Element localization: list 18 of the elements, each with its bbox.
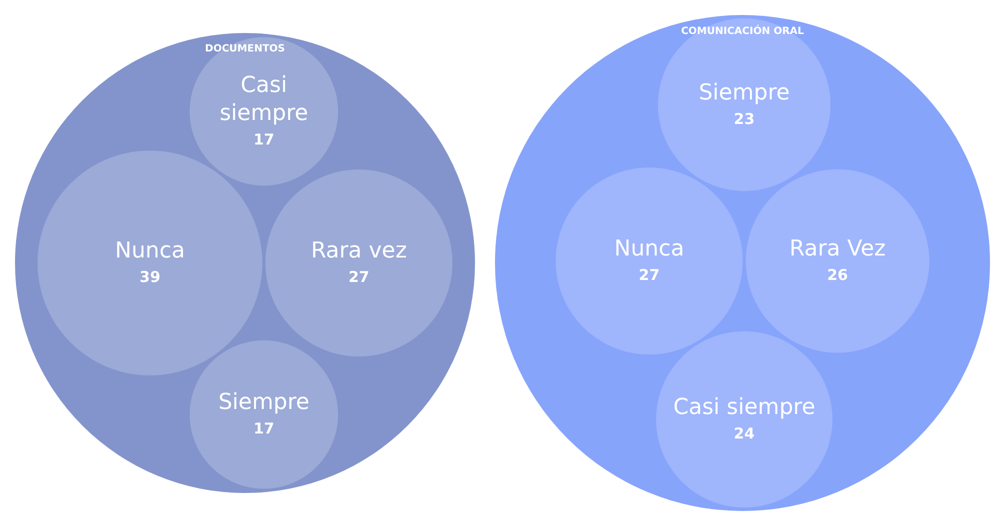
text: DOCUMENTOS	[205, 44, 285, 55]
data-label: 39	[140, 268, 160, 286]
data-label: 17	[253, 130, 274, 148]
category-label: Nunca	[115, 238, 185, 264]
data-label: 24	[734, 424, 755, 442]
data-label: 27	[348, 268, 370, 286]
category-label: Rara Vez	[789, 236, 886, 262]
data-label: 23	[734, 110, 755, 128]
data-label: 17	[253, 420, 274, 438]
category-label: Rara vez	[310, 238, 407, 264]
category-label: Siempre	[698, 80, 790, 106]
category-label: Siempre	[218, 390, 310, 416]
category-label: Casi siempre	[220, 72, 308, 126]
data-label: 27	[638, 266, 660, 284]
category-label: Nunca	[614, 236, 684, 262]
category-label: Casi siempre	[673, 394, 816, 420]
text: COMUNICACIÓN ORAL	[681, 24, 805, 37]
data-label: 26	[827, 266, 848, 284]
